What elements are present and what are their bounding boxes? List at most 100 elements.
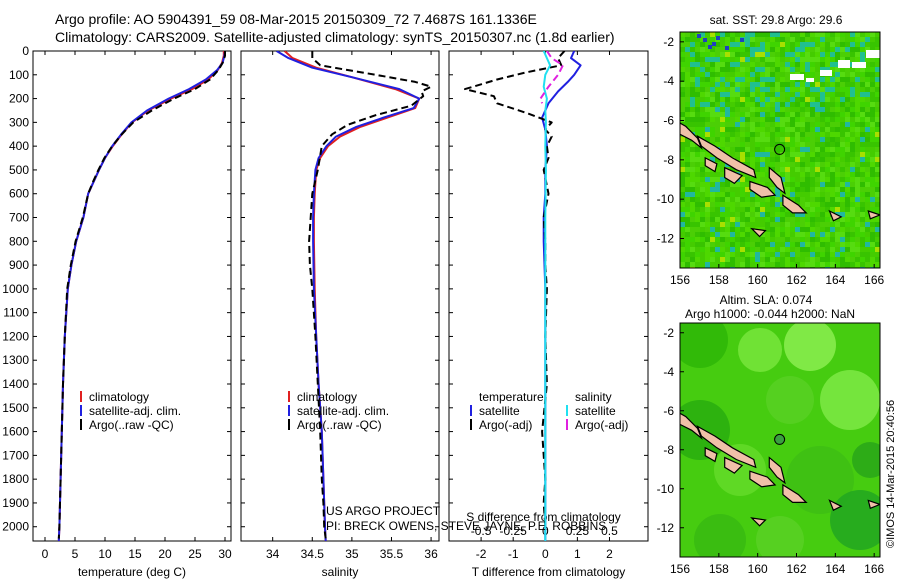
- sst-cell: [765, 117, 770, 122]
- sst-cell: [840, 77, 845, 82]
- sst-cell: [830, 57, 835, 62]
- sst-cell: [695, 192, 700, 197]
- sst-cell-cold: [697, 34, 701, 38]
- sst-cell: [700, 32, 705, 37]
- sst-cell: [745, 72, 750, 77]
- sst-cell: [750, 177, 755, 182]
- sst-cell: [710, 192, 715, 197]
- sst-cell: [770, 262, 775, 267]
- sst-cell: [740, 92, 745, 97]
- sst-cell: [835, 122, 840, 127]
- sst-cell: [755, 132, 760, 137]
- sst-cell: [870, 192, 875, 197]
- sst-cell: [740, 112, 745, 117]
- panel-frame: [448, 50, 649, 542]
- sst-cell: [780, 57, 785, 62]
- sst-cell: [830, 157, 835, 162]
- sst-cell: [690, 182, 695, 187]
- sst-cell: [865, 42, 870, 47]
- sst-cell: [765, 97, 770, 102]
- sst-cell: [770, 57, 775, 62]
- sst-cell: [875, 57, 880, 62]
- sst-cell: [815, 262, 820, 267]
- sst-cell: [790, 52, 795, 57]
- sst-cell: [820, 32, 825, 37]
- sst-cell: [875, 202, 880, 207]
- sst-cell: [810, 57, 815, 62]
- sst-cell: [750, 37, 755, 42]
- sst-cell: [730, 222, 735, 227]
- sst-cell: [795, 122, 800, 127]
- sst-cell: [765, 157, 770, 162]
- sst-cell: [810, 217, 815, 222]
- sst-cell: [830, 257, 835, 262]
- island-0: [680, 412, 703, 440]
- sst-cell: [760, 92, 765, 97]
- sst-cell: [735, 202, 740, 207]
- sst-cell: [760, 167, 765, 172]
- sst-cell: [810, 117, 815, 122]
- sst-cell: [855, 37, 860, 42]
- x-tick-label: 34: [266, 547, 280, 561]
- sst-cell: [820, 177, 825, 182]
- sst-cell: [715, 112, 720, 117]
- sst-cell: [700, 82, 705, 87]
- sst-cell: [800, 62, 805, 67]
- sst-cell: [820, 217, 825, 222]
- sst-cell: [685, 42, 690, 47]
- sst-cell: [690, 32, 695, 37]
- sst-cell: [740, 132, 745, 137]
- sst-cell: [735, 157, 740, 162]
- sst-cell: [750, 122, 755, 127]
- sst-cell: [790, 172, 795, 177]
- island-4: [749, 180, 777, 198]
- sst-cell: [725, 72, 730, 77]
- sst-cell: [785, 107, 790, 112]
- sst-cell: [850, 152, 855, 157]
- sst-cell: [735, 232, 740, 237]
- sst-cell: [695, 57, 700, 62]
- sst-cell: [740, 187, 745, 192]
- sst-cell: [790, 217, 795, 222]
- sst-cell: [765, 202, 770, 207]
- sst-cell: [800, 232, 805, 237]
- sst-cell: [775, 167, 780, 172]
- sst-cell: [795, 112, 800, 117]
- sst-cell: [725, 87, 730, 92]
- sst-cell: [830, 117, 835, 122]
- sst-cell: [840, 197, 845, 202]
- sst-cell: [870, 77, 875, 82]
- sst-cell: [795, 227, 800, 232]
- island-4: [749, 470, 777, 488]
- y-tick-label: 100: [9, 68, 29, 82]
- sst-cell: [735, 142, 740, 147]
- sst-cell: [810, 177, 815, 182]
- sst-cell: [750, 152, 755, 157]
- imos-stamp: ©IMOS 14-Mar-2015 20:40:56: [885, 400, 897, 548]
- sst-cell: [710, 262, 715, 267]
- series-line-2: [308, 51, 433, 539]
- sst-cell: [775, 247, 780, 252]
- sla-blob-10: [852, 442, 880, 478]
- sst-cell: [780, 77, 785, 82]
- sst-nodata: [866, 50, 880, 58]
- sst-cell: [735, 32, 740, 37]
- sst-cell: [790, 92, 795, 97]
- sst-cell: [805, 142, 810, 147]
- sst-cell: [795, 152, 800, 157]
- sst-cell: [680, 107, 685, 112]
- sst-cell: [705, 62, 710, 67]
- sst-cell: [805, 87, 810, 92]
- sst-cell: [865, 107, 870, 112]
- sst-cell: [710, 257, 715, 262]
- sst-cell: [735, 107, 740, 112]
- sst-cell: [730, 107, 735, 112]
- sst-cell: [850, 32, 855, 37]
- sst-cell: [855, 232, 860, 237]
- x-tick-label-top: 0.25: [566, 524, 590, 538]
- sst-cell: [835, 177, 840, 182]
- sst-cell: [775, 237, 780, 242]
- sst-cell: [765, 67, 770, 72]
- sst-cell: [785, 87, 790, 92]
